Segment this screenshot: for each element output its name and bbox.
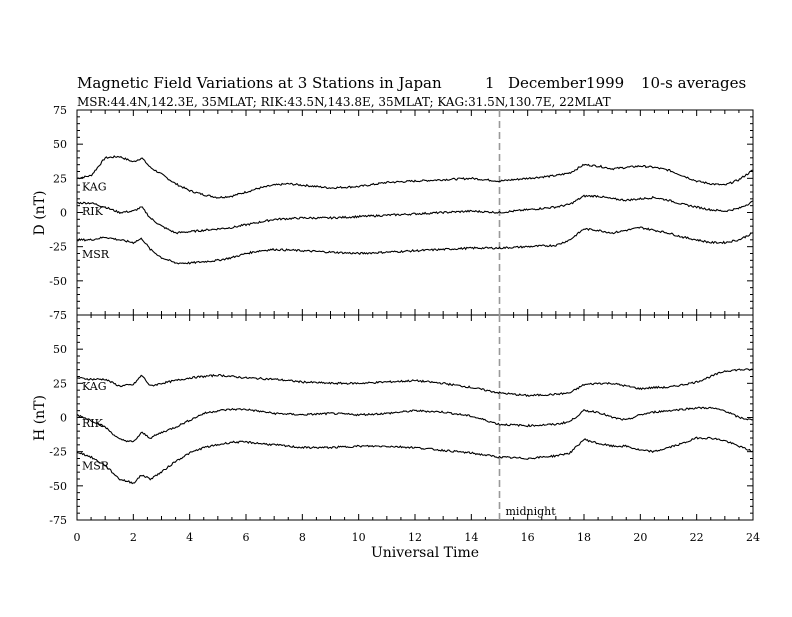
xtick-label: 4 bbox=[186, 531, 193, 544]
xtick-label: 8 bbox=[299, 531, 306, 544]
d-ytick-label: -25 bbox=[49, 241, 67, 254]
xtick-label: 14 bbox=[464, 531, 478, 544]
midnight-annotation: midnight bbox=[506, 505, 557, 518]
h-axis-title: H (nT) bbox=[32, 395, 48, 441]
d-ytick-label: 75 bbox=[53, 104, 67, 117]
d-ytick-label: -75 bbox=[49, 309, 67, 322]
xtick-label: 20 bbox=[633, 531, 647, 544]
d-ytick-label: -50 bbox=[49, 275, 67, 288]
chart-averages: 10-s averages bbox=[641, 74, 746, 92]
d-series-msr bbox=[76, 226, 754, 265]
d-panel-frame bbox=[76, 109, 754, 316]
xtick-label: 2 bbox=[130, 531, 137, 544]
chart-date: December1999 bbox=[508, 74, 624, 92]
d-series-rik bbox=[76, 194, 754, 235]
d-series-kag bbox=[76, 155, 754, 199]
h-panel-frame bbox=[76, 314, 754, 521]
h-ytick-label: -75 bbox=[49, 514, 67, 527]
xtick-label: 18 bbox=[577, 531, 591, 544]
chart-subtitle: MSR:44.4N,142.3E, 35MLAT; RIK:43.5N,143.… bbox=[77, 95, 611, 109]
x-axis-title: Universal Time bbox=[371, 545, 479, 561]
d-ytick-label: 25 bbox=[53, 172, 67, 185]
h-series-label-msr: MSR bbox=[82, 460, 110, 473]
h-series-label-rik: RIK bbox=[82, 417, 104, 430]
h-ytick-label: 50 bbox=[53, 343, 67, 356]
xtick-label: 24 bbox=[746, 531, 760, 544]
h-ytick-label: -50 bbox=[49, 480, 67, 493]
d-ytick-label: 50 bbox=[53, 138, 67, 151]
h-ytick-label: -25 bbox=[49, 446, 67, 459]
xtick-label: 16 bbox=[521, 531, 535, 544]
xtick-label: 6 bbox=[243, 531, 250, 544]
xtick-label: 22 bbox=[690, 531, 704, 544]
h-series-kag bbox=[76, 368, 754, 398]
h-ytick-label: 25 bbox=[53, 377, 67, 390]
d-axis-title: D (nT) bbox=[32, 191, 48, 236]
d-series-label-msr: MSR bbox=[82, 248, 110, 261]
h-series-label-kag: KAG bbox=[82, 380, 107, 393]
xtick-label: 12 bbox=[408, 531, 422, 544]
d-series-label-rik: RIK bbox=[82, 205, 104, 218]
chart-day: 1 bbox=[485, 74, 495, 92]
d-series-label-kag: KAG bbox=[82, 180, 107, 193]
h-series-msr bbox=[76, 436, 754, 485]
xtick-label: 10 bbox=[352, 531, 366, 544]
chart-title: Magnetic Field Variations at 3 Stations … bbox=[77, 74, 442, 92]
h-ytick-label: 0 bbox=[60, 412, 67, 425]
d-ytick-label: 0 bbox=[60, 207, 67, 220]
h-series-rik bbox=[76, 406, 754, 443]
xtick-label: 0 bbox=[74, 531, 81, 544]
